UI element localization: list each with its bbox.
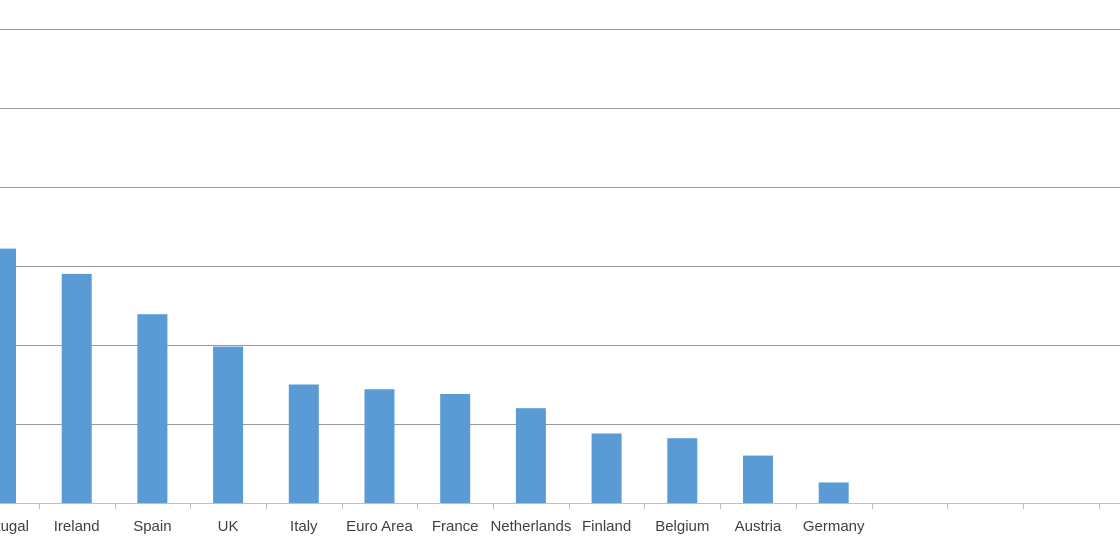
bar [743,455,773,503]
bar [667,438,698,503]
x-tick-label: Italy [290,518,318,535]
x-tick-label: UK [218,518,239,535]
bar [288,384,319,503]
bar [440,393,471,503]
x-tick-label: Belgium [655,518,709,535]
x-tick-label: Ireland [54,518,100,535]
x-tick-label: Portugal [0,518,29,535]
x-tick-label: Netherlands [490,518,571,535]
bar [364,389,395,503]
bar [61,273,92,503]
bars [0,248,849,503]
x-tick-label: Euro Area [346,518,413,535]
x-tick-label: Finland [582,518,631,535]
bar [137,314,168,503]
bar [591,433,622,503]
bar [818,482,849,503]
x-tick-label: Spain [133,518,171,535]
x-tick-labels: Portugal Ireland Spain UK Italy Euro Area Fran… [0,518,865,535]
x-axis [0,503,1120,509]
x-tick-label: France [432,518,479,535]
gridlines [0,29,1120,425]
bar [515,408,546,503]
bar [0,248,16,503]
x-tick-label: Germany [803,518,865,535]
x-tick-label: Austria [735,518,782,535]
bar [213,346,244,503]
